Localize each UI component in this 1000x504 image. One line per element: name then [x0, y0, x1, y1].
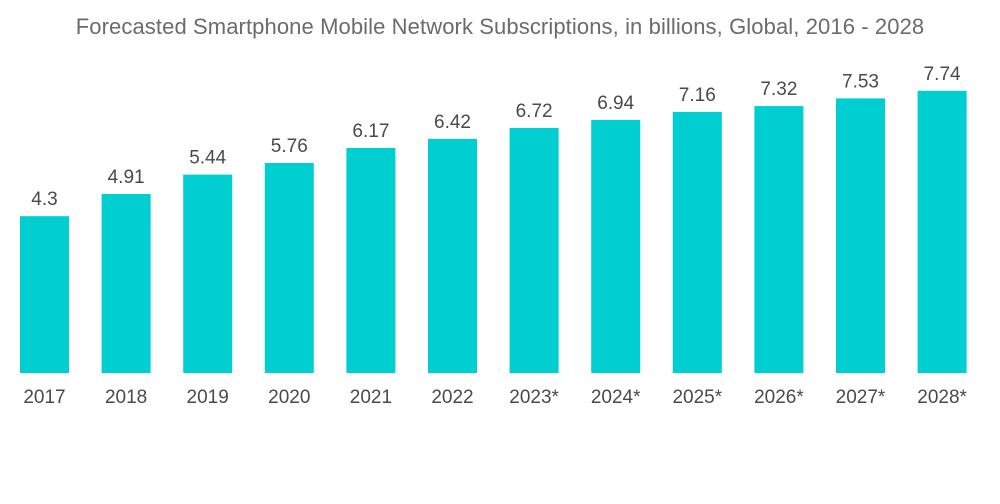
bars-layer	[20, 90, 967, 374]
value-label-2025*: 7.16	[679, 85, 716, 106]
x-tick-label-2017: 2017	[23, 387, 65, 408]
x-tick-label-2026*: 2026*	[754, 387, 804, 408]
bar-2023*	[509, 128, 559, 373]
bar-2025*	[672, 111, 722, 374]
bar-2017	[20, 216, 69, 373]
x-tick-label-2019: 2019	[187, 387, 229, 408]
bar-2022	[428, 138, 477, 373]
bar-2028*	[917, 90, 967, 374]
x-tick-label-2028*: 2028*	[917, 387, 967, 408]
bar-2026*	[754, 106, 804, 373]
value-label-2019: 5.44	[189, 148, 226, 169]
chart-title: Forecasted Smartphone Mobile Network Sub…	[75, 14, 925, 39]
bar-2019	[183, 174, 233, 373]
value-label-2018: 4.91	[108, 167, 145, 188]
x-tick-label-2023*: 2023*	[509, 387, 559, 408]
x-tick-label-2021: 2021	[350, 387, 392, 408]
x-tick-label-2024*: 2024*	[591, 387, 641, 408]
bar-2020	[264, 163, 314, 373]
value-label-2028*: 7.74	[924, 64, 961, 85]
x-tick-label-2027*: 2027*	[836, 387, 886, 408]
value-label-2022: 6.42	[434, 112, 471, 133]
x-tick-label-2025*: 2025*	[672, 387, 722, 408]
value-label-2020: 5.76	[271, 136, 308, 157]
x-tick-label-2018: 2018	[105, 387, 147, 408]
value-label-2021: 6.17	[352, 121, 389, 142]
bar-2027*	[836, 98, 885, 374]
value-label-2023*: 6.72	[516, 101, 553, 122]
x-tick-label-2022: 2022	[431, 387, 473, 408]
value-label-2026*: 7.32	[760, 79, 797, 100]
value-label-2024*: 6.94	[597, 93, 634, 114]
value-label-2027*: 7.53	[842, 71, 879, 92]
tick-labels-layer: 2017 2018 2019 2020 2021 2022 2023* 2024* 2025* 2…	[23, 387, 967, 408]
x-tick-label-2020: 2020	[268, 387, 310, 408]
bar-2021	[346, 148, 396, 373]
value-labels-layer: 4.3 4.91 5.44 5.76 6.17 6.42 6.72 6.94 7.16 7.32 7…	[31, 64, 961, 210]
value-label-2017: 4.3	[31, 189, 57, 210]
bar-2024*	[591, 119, 641, 374]
bar-2018	[101, 194, 151, 373]
